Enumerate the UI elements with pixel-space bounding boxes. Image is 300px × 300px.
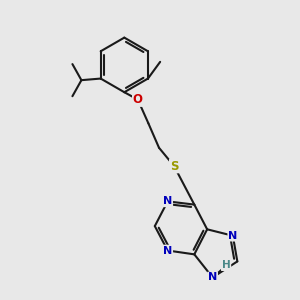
Text: N: N [228, 231, 238, 241]
Text: N: N [163, 245, 172, 256]
Text: S: S [170, 160, 178, 172]
Text: O: O [133, 93, 143, 106]
Text: N: N [163, 196, 172, 206]
Text: N: N [208, 272, 217, 283]
Text: H: H [222, 260, 230, 270]
